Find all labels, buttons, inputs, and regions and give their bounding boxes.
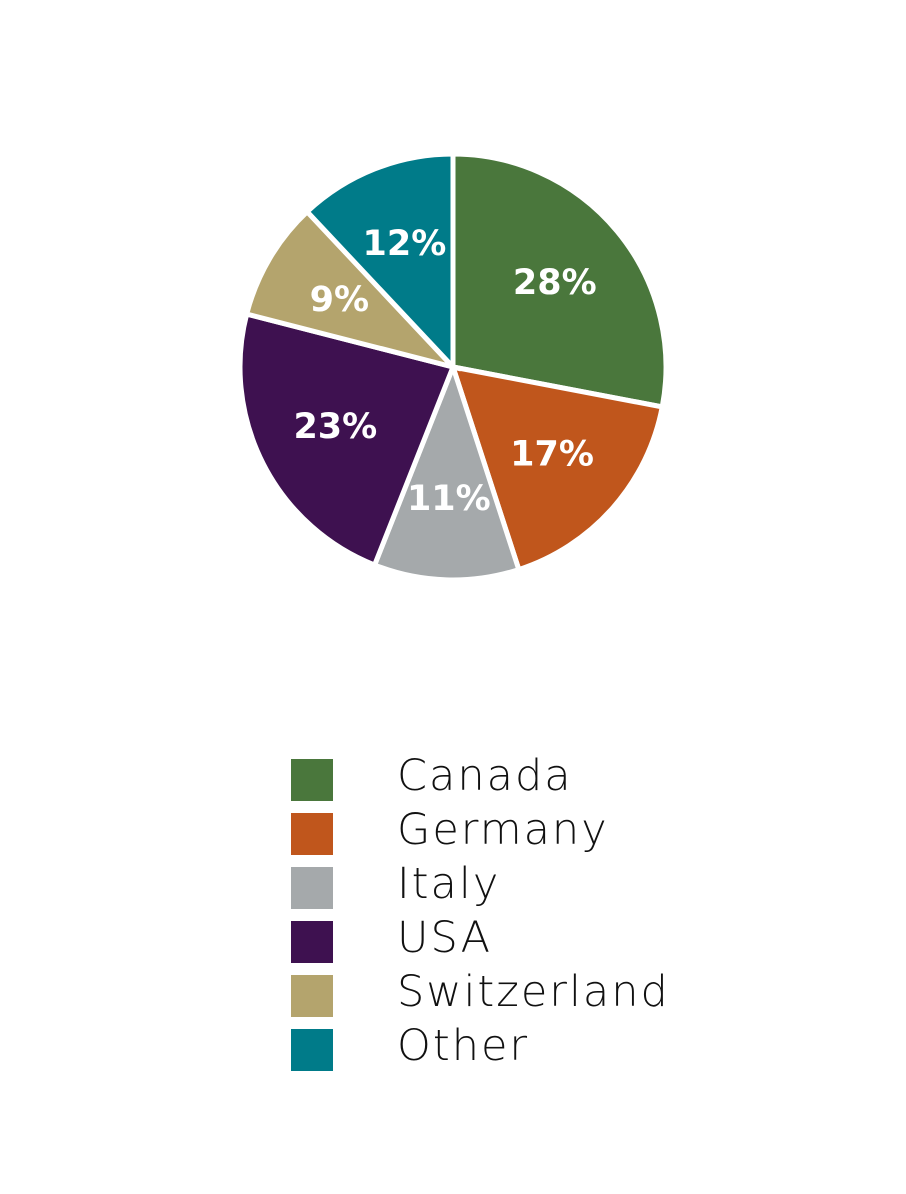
pie-label-switzerland: 9% [310, 280, 369, 320]
pie-slice-canada [450, 151, 669, 410]
legend-swatch [291, 975, 333, 1017]
pie-slice-usa [237, 310, 457, 569]
legend-label: Italy [397, 859, 501, 909]
legend-label: Canada [397, 751, 573, 801]
legend-item-canada: Canada [291, 750, 711, 804]
pie-label-canada: 28% [513, 263, 597, 303]
pie-slice-italy [371, 359, 522, 583]
pie-slices [237, 151, 669, 583]
legend-label: Other [397, 1021, 530, 1071]
pie-label-germany: 17% [510, 434, 594, 474]
legend-label: Germany [397, 805, 609, 855]
pie-chart: 28% 17% 11% 23% 9% 12% [237, 151, 669, 583]
pie-slice-germany [449, 363, 666, 573]
legend-swatch [291, 867, 333, 909]
legend-item-switzerland: Switzerland [291, 966, 711, 1020]
legend-item-other: Other [291, 1020, 711, 1074]
pie-label-italy: 11% [407, 479, 491, 519]
pie-label-usa: 23% [293, 407, 377, 447]
legend-item-germany: Germany [291, 804, 711, 858]
pie-label-other: 12% [362, 224, 446, 264]
legend-swatch [291, 921, 333, 963]
legend-swatch [291, 759, 333, 801]
legend-label: USA [397, 913, 492, 963]
legend-label: Switzerland [397, 967, 670, 1017]
legend-swatch [291, 1029, 333, 1071]
legend-swatch [291, 813, 333, 855]
legend-item-usa: USA [291, 912, 711, 966]
legend: Canada Germany Italy USA Switzerland Other [291, 750, 711, 1074]
pie-labels: 28% 17% 11% 23% 9% 12% [293, 224, 596, 519]
legend-item-italy: Italy [291, 858, 711, 912]
pie-slice-other [303, 151, 456, 374]
pie-slice-switzerland [243, 208, 461, 372]
